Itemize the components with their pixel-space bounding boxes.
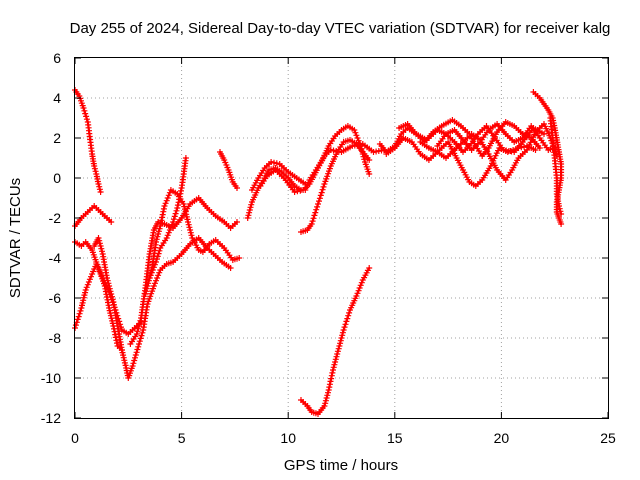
y-tick-label: -4	[49, 250, 62, 266]
series-markers	[383, 135, 539, 189]
x-tick-label: 5	[178, 430, 186, 446]
y-axis-title: SDTVAR / TECUs	[7, 178, 24, 298]
y-tick-label: -2	[49, 210, 62, 226]
y-tick-label: -6	[49, 290, 62, 306]
series-markers	[91, 235, 234, 381]
x-tick-label: 15	[387, 430, 403, 446]
y-tick-label: -8	[49, 330, 62, 346]
y-tick-label: -10	[41, 370, 61, 386]
x-tick-labels: 0 5 10 15 20 25	[71, 430, 616, 446]
chart-title: Day 255 of 2024, Sidereal Day-to-day VTE…	[70, 20, 611, 37]
series-markers	[547, 115, 565, 217]
data-series-track-20	[434, 121, 558, 153]
series-markers	[217, 149, 240, 191]
data-series-layer	[72, 87, 565, 417]
data-series-track-8	[146, 155, 189, 281]
data-series-track-1	[72, 87, 104, 195]
y-tick-label: 0	[53, 170, 61, 186]
series-markers	[298, 265, 373, 417]
x-tick-label: 20	[494, 430, 510, 446]
series-markers	[72, 87, 104, 195]
data-series-track-14	[302, 123, 373, 193]
y-tick-label: 4	[53, 90, 61, 106]
y-tick-label: 2	[53, 130, 61, 146]
series-markers	[302, 123, 373, 193]
series-trace	[259, 142, 386, 194]
data-series-track-15	[298, 265, 373, 417]
series-markers	[72, 239, 145, 337]
y-tick-labels: -12 -10 -8 -6 -4 -2 0 2 4 6	[41, 50, 61, 426]
x-axis-title: GPS time / hours	[284, 457, 398, 474]
series-markers	[249, 159, 309, 193]
y-tick-label: 6	[53, 50, 61, 66]
data-series-track-11	[249, 159, 309, 193]
x-tick-label: 0	[71, 430, 79, 446]
data-series-track-2	[72, 203, 115, 229]
data-series-track-9	[217, 149, 240, 191]
data-series-track-5	[91, 235, 234, 381]
y-tick-label: -12	[41, 410, 61, 426]
data-series-track-22	[547, 115, 565, 217]
grid	[75, 58, 608, 418]
series-markers	[146, 155, 189, 281]
data-series-track-3	[72, 239, 145, 337]
x-tick-label: 10	[280, 430, 296, 446]
data-series-track-17	[383, 135, 539, 189]
plot-frame	[74, 57, 609, 419]
series-markers	[434, 121, 558, 153]
x-tick-label: 25	[600, 430, 616, 446]
